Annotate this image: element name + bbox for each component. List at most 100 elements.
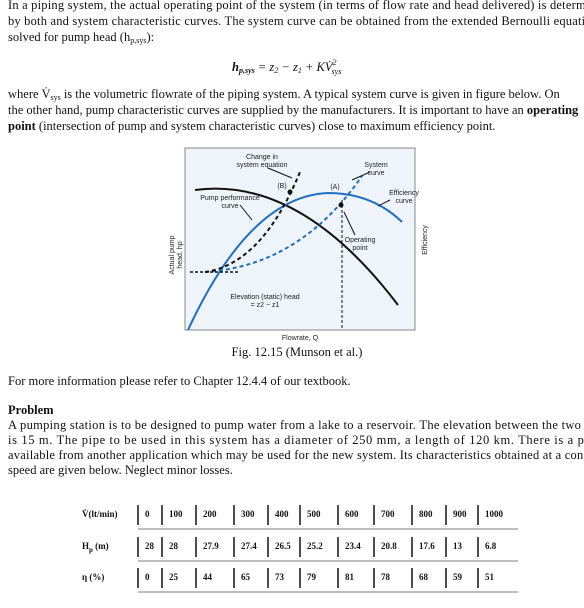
leader: [267, 167, 293, 179]
paragraph-line: A pumping station is to be designed to p…: [8, 418, 584, 432]
y-axis-label: head, hp: [177, 241, 184, 268]
cell: 81: [345, 572, 355, 582]
text: ):: [146, 30, 154, 44]
label: (B): [277, 183, 286, 190]
cell: 200: [203, 509, 217, 519]
text: the other hand, pump characteristic curv…: [8, 103, 527, 117]
eq-part: − z: [278, 60, 298, 74]
text: where: [8, 87, 41, 101]
leader: [377, 199, 391, 207]
label: point: [352, 245, 367, 252]
row-label: V̇(lt/min): [82, 509, 118, 519]
table: V̇(lt/min) 0 100 200 300 400 500 600 700 800 900 10…: [82, 505, 518, 593]
paragraph-line: speed are given below. Neglect minor los…: [8, 463, 233, 477]
bold-text: point: [8, 119, 37, 133]
row-label: Hp (m): [82, 541, 109, 554]
caption: Fig. 12.15 (Munson et al.): [232, 345, 363, 359]
label: Pump performance: [200, 195, 260, 202]
text: (intersection of pump and system charact…: [36, 119, 496, 133]
eq-part: = z: [255, 60, 275, 74]
cell: 0: [145, 572, 150, 582]
paragraph-line: where V̇sys is the volumetric flowrate o…: [8, 87, 561, 102]
label: system equation: [237, 162, 288, 169]
paragraph-line: solved for pump head (hp,sys):: [8, 30, 154, 45]
label: curve: [367, 170, 384, 177]
point-b: [287, 189, 293, 195]
leader: [351, 171, 371, 181]
cell: 13: [453, 541, 463, 551]
label: System: [364, 162, 388, 169]
pump-curve: [194, 187, 399, 306]
figure: Change in system equation System curve P…: [169, 147, 429, 342]
cell: 400: [275, 509, 289, 519]
cell: 27.4: [241, 541, 257, 551]
cell: 17.6: [419, 541, 435, 551]
label: V̇(lt/min): [82, 509, 118, 519]
label: η (%): [82, 572, 104, 582]
cell: 26.5: [275, 541, 291, 551]
heading: Problem: [8, 403, 54, 417]
label: Operating: [345, 237, 376, 244]
cell: 0: [145, 509, 150, 519]
row-label: η (%): [82, 572, 104, 582]
label: Elevation (static) head: [230, 294, 299, 301]
cell: 1000: [485, 509, 504, 519]
paragraph-line: point (intersection of pump and system c…: [8, 119, 496, 133]
label: Change in: [246, 154, 278, 161]
cell: 79: [307, 572, 317, 582]
cell: 28: [145, 541, 155, 551]
cell: 27.9: [203, 541, 219, 551]
problem-text: A pumping station is to be designed to p…: [8, 418, 584, 477]
y2-axis-label: Efficiency: [422, 225, 429, 255]
label-sub: p: [89, 546, 93, 554]
label-end: (m): [93, 541, 109, 551]
text: is the volumetric flowrate of the piping…: [61, 87, 561, 101]
cell: 73: [275, 572, 285, 582]
eq-sup: 2: [333, 58, 337, 67]
eq-sub: 2: [274, 66, 278, 75]
subscript: p,sys: [130, 36, 146, 45]
label: Efficiency: [389, 190, 419, 197]
y-axis-label: Actual pump: [169, 235, 176, 274]
eq-sub: p,sys: [238, 66, 255, 75]
eq-sub: 1: [298, 66, 302, 75]
cell: 100: [169, 509, 183, 519]
paragraph-line: For more information please refer to Cha…: [8, 374, 351, 388]
eq-part: h: [232, 60, 239, 74]
cell: 6.8: [485, 541, 497, 551]
label: = z2 − z1: [251, 302, 280, 309]
cell: 78: [381, 572, 391, 582]
x-axis-label: Flowrate, Q: [282, 335, 319, 342]
eq-sub: sys: [332, 67, 342, 76]
paragraph-line: by both and system characteristic curves…: [8, 14, 584, 28]
cell: 700: [381, 509, 395, 519]
leader: [239, 204, 253, 221]
cell: 44: [203, 572, 213, 582]
subscript: sys: [50, 93, 60, 102]
eq-part: V̇: [325, 60, 334, 74]
label: curve: [395, 198, 412, 205]
cell: 300: [241, 509, 255, 519]
cell: 51: [485, 572, 495, 582]
cell: 600: [345, 509, 359, 519]
paragraph-line: the other hand, pump characteristic curv…: [8, 103, 579, 117]
label: (A): [330, 184, 339, 191]
cell: 65: [241, 572, 251, 582]
text: V̇: [41, 87, 50, 101]
equation: hp,sys = z2 − z1 + KV̇2 sys: [232, 58, 341, 76]
label: curve: [221, 203, 238, 210]
cell: 800: [419, 509, 433, 519]
paragraph-line: available from another application which…: [8, 448, 584, 462]
paragraph-line: In a piping system, the actual operating…: [8, 0, 584, 12]
cell: 900: [453, 509, 467, 519]
label: H: [82, 541, 89, 551]
cell: 25.2: [307, 541, 323, 551]
cell: 28: [169, 541, 179, 551]
cell: 500: [307, 509, 321, 519]
text: solved for pump head (h: [8, 30, 131, 44]
bold-text: operating: [527, 103, 579, 117]
cell: 59: [453, 572, 463, 582]
cell: 68: [419, 572, 429, 582]
